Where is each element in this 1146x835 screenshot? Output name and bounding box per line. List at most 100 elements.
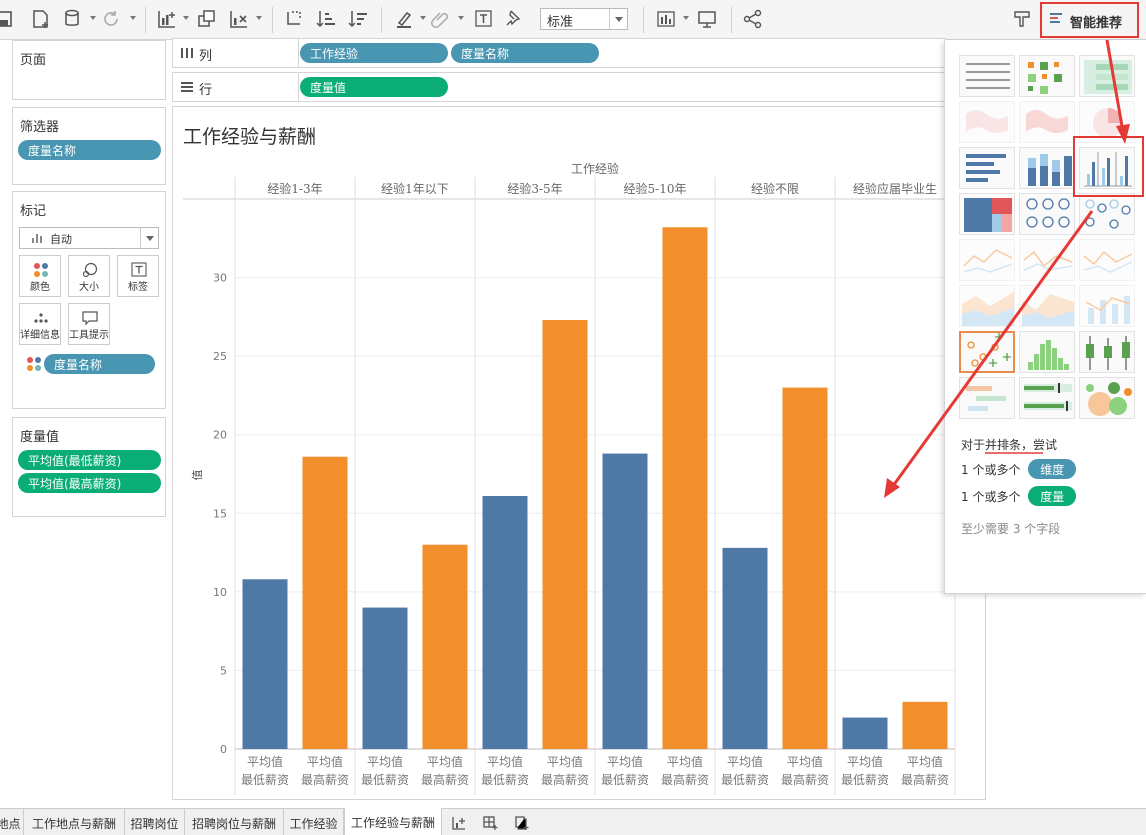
- column-header-label: 工作经验: [571, 161, 619, 176]
- show-me-gantt-chart-thumbnail[interactable]: [959, 377, 1015, 419]
- new-story-tab-icon[interactable]: [513, 815, 529, 831]
- circle-views-icon: [1026, 198, 1070, 228]
- fit-dropdown[interactable]: 标准: [540, 8, 628, 30]
- y-tick-label: 5: [220, 664, 227, 677]
- show-me-bullet-graph-thumbnail[interactable]: [1019, 377, 1075, 419]
- show-me-horizontal-bars-thumbnail[interactable]: [959, 147, 1015, 189]
- color-button[interactable]: 颜色: [19, 255, 61, 297]
- show-me-treemap-thumbnail[interactable]: [959, 193, 1015, 235]
- fit-icon[interactable]: [655, 8, 677, 30]
- attach-icon[interactable]: [430, 8, 452, 30]
- tab-experience-salary[interactable]: 工作经验与薪酬: [344, 808, 442, 835]
- x-sub-label: 最低薪资: [601, 773, 649, 787]
- bullet-graph-icon: [1024, 383, 1072, 411]
- show-me-area-discrete-thumbnail[interactable]: [1019, 285, 1075, 327]
- presentation-icon[interactable]: [696, 8, 718, 30]
- new-worksheet-tab-icon[interactable]: [451, 815, 467, 831]
- x-sub-label: 最低薪资: [841, 773, 889, 787]
- color-icon: [34, 263, 48, 277]
- smart-recommend-button[interactable]: 智能推荐: [1040, 2, 1139, 38]
- bar: [482, 496, 528, 749]
- share-icon[interactable]: [742, 8, 764, 30]
- show-me-side-by-side-bars-thumbnail[interactable]: [1079, 147, 1135, 189]
- show-me-text-table-thumbnail[interactable]: [959, 55, 1015, 97]
- show-me-symbol-map-thumbnail[interactable]: [959, 101, 1015, 143]
- dimension-pill: 维度: [1028, 459, 1077, 479]
- pin-icon[interactable]: [503, 8, 525, 30]
- category-label: 经验1年以下: [381, 181, 449, 196]
- speech-bubble-icon: [82, 311, 98, 326]
- heat-map-icon: [1028, 62, 1062, 94]
- show-me-dual-lines-thumbnail[interactable]: [1079, 239, 1135, 281]
- new-worksheet-icon[interactable]: [156, 8, 178, 30]
- show-me-line-discrete-thumbnail[interactable]: [1019, 239, 1075, 281]
- show-me-area-continuous-thumbnail[interactable]: [959, 285, 1015, 327]
- show-me-filled-map-thumbnail[interactable]: [1019, 101, 1075, 143]
- highlight-icon[interactable]: [394, 8, 416, 30]
- bar: [362, 607, 408, 749]
- show-me-box-and-whisker-thumbnail[interactable]: [1079, 331, 1135, 373]
- tab-position-salary[interactable]: 招聘岗位与薪酬: [185, 809, 284, 835]
- duplicate-icon[interactable]: [196, 8, 218, 30]
- detail-button[interactable]: 详细信息: [19, 303, 61, 345]
- show-me-side-by-side-circles-thumbnail[interactable]: [1079, 193, 1135, 235]
- new-dashboard-tab-icon[interactable]: [482, 815, 498, 831]
- category-label: 经验应届毕业生: [853, 181, 937, 196]
- label-toggle-icon[interactable]: [473, 8, 495, 30]
- toolbar: 标准 智能推荐: [0, 0, 1146, 40]
- show-me-req-measure: 1 个或多个 度量: [961, 486, 1077, 506]
- tab-job-position[interactable]: 招聘岗位: [125, 809, 185, 835]
- filter-pill[interactable]: 度量名称: [18, 140, 161, 160]
- detail-icon: [34, 313, 48, 323]
- color-field-pill[interactable]: 度量名称: [44, 354, 155, 374]
- text-label-icon: [131, 262, 147, 277]
- label-button[interactable]: 标签: [117, 255, 159, 297]
- save-icon[interactable]: [0, 8, 16, 30]
- show-me-stacked-bars-thumbnail[interactable]: [1019, 147, 1075, 189]
- refresh-icon[interactable]: [100, 8, 122, 30]
- show-me-dual-combination-thumbnail[interactable]: [1079, 285, 1135, 327]
- show-me-packed-bubbles-thumbnail[interactable]: [1079, 377, 1135, 419]
- tooltip-icon[interactable]: [1011, 8, 1033, 30]
- x-sub-label: 最高薪资: [301, 772, 349, 787]
- columns-pill-experience[interactable]: 工作经验: [300, 43, 448, 63]
- show-me-heat-map-thumbnail[interactable]: [1019, 55, 1075, 97]
- y-tick-label: 10: [213, 586, 227, 599]
- size-label: 大小: [79, 282, 99, 293]
- chevron-down-icon: [609, 9, 627, 29]
- tab-location[interactable]: 地点: [0, 809, 24, 835]
- tab-experience[interactable]: 工作经验: [284, 809, 344, 835]
- area-discrete-icon: [1022, 294, 1074, 326]
- y-tick-label: 15: [213, 507, 227, 520]
- x-sub-label: 最低薪资: [241, 773, 289, 787]
- tooltip-button[interactable]: 工具提示: [68, 303, 110, 345]
- rows-shelf[interactable]: 行 度量值: [172, 72, 946, 102]
- columns-shelf[interactable]: 列 工作经验 度量名称: [172, 38, 946, 68]
- marks-type-dropdown[interactable]: 自动: [19, 227, 159, 249]
- datasource-icon[interactable]: [62, 8, 84, 30]
- show-me-scatter-plot-thumbnail[interactable]: [959, 331, 1015, 373]
- rows-pill-measure-values[interactable]: 度量值: [300, 77, 448, 97]
- tab-location-salary[interactable]: 工作地点与薪酬: [24, 809, 125, 835]
- measure-pill-max[interactable]: 平均值(最高薪资): [18, 473, 161, 493]
- columns-pill-measure-names[interactable]: 度量名称: [451, 43, 599, 63]
- sort-desc-icon[interactable]: [347, 8, 369, 30]
- worksheet-view[interactable]: 工作经验与薪酬 工作经验 0 5 10 15 20 25 30 值 经验1-3年 平均值 最低薪资 平均…: [172, 106, 986, 800]
- req-measure-text: 1 个或多个: [961, 490, 1021, 504]
- sort-asc-icon[interactable]: [315, 8, 337, 30]
- measure-pill-min[interactable]: 平均值(最低薪资): [18, 450, 161, 470]
- clear-icon[interactable]: [228, 8, 250, 30]
- show-me-circle-views-thumbnail[interactable]: [1019, 193, 1075, 235]
- text-table-icon: [966, 63, 1010, 89]
- show-me-highlight-table-thumbnail[interactable]: [1079, 55, 1135, 97]
- highlight-table-icon: [1084, 60, 1132, 94]
- side-by-side-circles-icon: [1085, 199, 1131, 229]
- size-button[interactable]: 大小: [68, 255, 110, 297]
- new-datasource-icon[interactable]: [30, 8, 52, 30]
- label-label: 标签: [128, 282, 148, 293]
- bar: [602, 453, 648, 749]
- show-me-histogram-thumbnail[interactable]: [1019, 331, 1075, 373]
- swap-icon[interactable]: [283, 8, 305, 30]
- show-me-line-continuous-thumbnail[interactable]: [959, 239, 1015, 281]
